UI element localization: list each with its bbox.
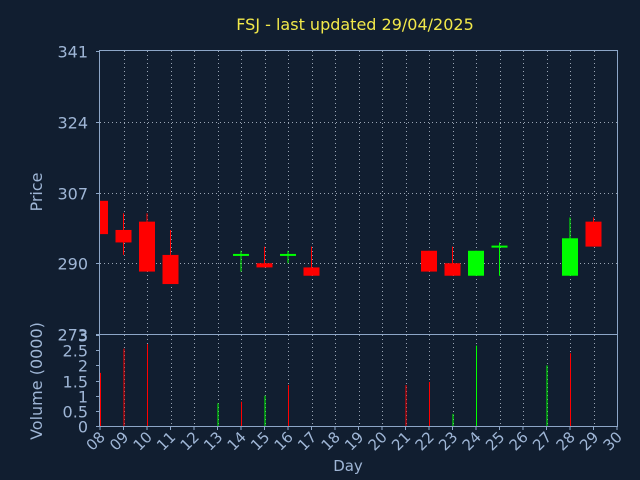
day-tick-label: 13 bbox=[200, 428, 226, 454]
volume-frame bbox=[99, 334, 618, 427]
candle-body bbox=[256, 263, 273, 268]
price-tick-label: 324 bbox=[57, 114, 88, 133]
candle-22 bbox=[421, 250, 437, 272]
day-tick-label: 10 bbox=[130, 428, 156, 454]
candle-body bbox=[139, 221, 155, 272]
volume-panel: 32.521.510.50 Volume (0000) bbox=[27, 322, 618, 440]
candle-28 bbox=[562, 217, 578, 276]
volume-tick-label: 1.5 bbox=[63, 373, 88, 392]
volume-bars bbox=[100, 344, 571, 426]
day-tick-label: 26 bbox=[506, 428, 532, 454]
day-tick-label: 22 bbox=[412, 428, 438, 454]
candle-body bbox=[280, 253, 296, 256]
chart-title: FSJ - last updated 29/04/2025 bbox=[236, 15, 474, 34]
candle-16 bbox=[280, 250, 296, 264]
day-axis-label: Day bbox=[333, 457, 363, 475]
price-tick-label: 273 bbox=[57, 326, 88, 345]
day-tick-label: 15 bbox=[247, 428, 273, 454]
day-tick-label: 12 bbox=[177, 428, 203, 454]
day-tick-label: 24 bbox=[459, 428, 485, 454]
day-tick-label: 30 bbox=[600, 428, 626, 454]
price-axis-label: Price bbox=[27, 172, 46, 211]
price-frame bbox=[99, 50, 618, 335]
candle-25 bbox=[491, 242, 508, 276]
candle-body bbox=[491, 245, 508, 248]
price-tick-label: 307 bbox=[57, 185, 88, 204]
candle-body bbox=[100, 200, 108, 235]
day-tick-label: 28 bbox=[553, 428, 579, 454]
volume-y-ticks: 32.521.510.50 bbox=[63, 327, 100, 437]
candle-14 bbox=[233, 250, 249, 272]
day-tick-label: 23 bbox=[435, 428, 461, 454]
candle-09 bbox=[115, 213, 132, 255]
volume-tick-label: 2.5 bbox=[63, 342, 88, 361]
candle-body bbox=[233, 253, 249, 256]
candle-17 bbox=[303, 246, 320, 276]
candle-body bbox=[468, 250, 484, 276]
price-candles bbox=[99, 200, 602, 285]
candle-body bbox=[562, 238, 578, 276]
volume-tick-label: 1 bbox=[78, 388, 88, 407]
candle-body bbox=[303, 267, 320, 276]
day-tick-label: 09 bbox=[106, 428, 132, 454]
day-x-ticks: 0809101112131415161718192021222324252627… bbox=[83, 426, 626, 454]
candle-24 bbox=[468, 250, 484, 276]
volume-tick-label: 0 bbox=[78, 418, 88, 437]
volume-tick-label: 2 bbox=[78, 357, 88, 376]
candle-body bbox=[444, 263, 461, 276]
candle-body bbox=[115, 229, 132, 243]
candle-23 bbox=[444, 246, 461, 276]
volume-tick-label: 0.5 bbox=[63, 403, 88, 422]
candle-11 bbox=[162, 229, 179, 285]
day-tick-label: 11 bbox=[153, 428, 179, 454]
price-grid bbox=[100, 51, 617, 334]
day-tick-label: 14 bbox=[224, 428, 250, 454]
day-tick-label: 27 bbox=[529, 428, 555, 454]
day-tick-label: 21 bbox=[388, 428, 414, 454]
candle-body bbox=[585, 221, 602, 247]
day-tick-label: 17 bbox=[294, 428, 320, 454]
day-tick-label: 25 bbox=[482, 428, 508, 454]
price-panel: 341 324 307 290 273 Price bbox=[27, 43, 618, 345]
price-y-ticks: 341 324 307 290 273 bbox=[57, 43, 100, 345]
candle-10 bbox=[139, 213, 155, 272]
candle-body bbox=[421, 250, 437, 272]
day-tick-label: 29 bbox=[576, 428, 602, 454]
candle-29 bbox=[585, 217, 602, 247]
day-tick-label: 20 bbox=[365, 428, 391, 454]
volume-grid bbox=[124, 335, 595, 426]
candle-08 bbox=[99, 200, 108, 235]
volume-axis-label: Volume (0000) bbox=[27, 322, 46, 440]
candle-15 bbox=[256, 246, 273, 268]
day-tick-label: 16 bbox=[271, 428, 297, 454]
price-tick-label: 290 bbox=[57, 255, 88, 274]
day-tick-label: 19 bbox=[341, 428, 367, 454]
candle-body bbox=[162, 254, 179, 285]
day-tick-label: 18 bbox=[318, 428, 344, 454]
volume-tick-label: 3 bbox=[78, 327, 88, 346]
price-tick-label: 341 bbox=[57, 43, 88, 62]
